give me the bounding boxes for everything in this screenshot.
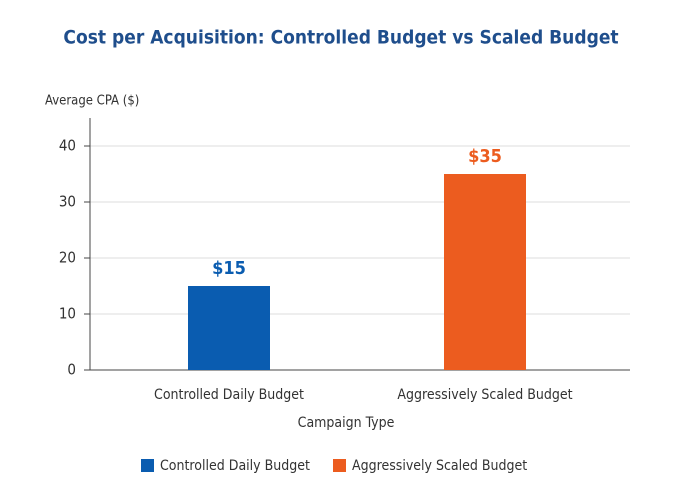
y-tick-label: 10	[59, 305, 76, 323]
x-tick-label: Controlled Daily Budget	[154, 387, 304, 403]
y-axis-title: Average CPA ($)	[45, 94, 139, 109]
y-tick-label: 0	[67, 361, 76, 379]
data-label: $35	[468, 146, 502, 167]
legend-label: Controlled Daily Budget	[160, 458, 310, 474]
legend-swatch	[141, 459, 154, 472]
legend-swatch	[333, 459, 346, 472]
chart-title: Cost per Acquisition: Controlled Budget …	[63, 27, 618, 49]
y-tick-label: 20	[59, 249, 76, 267]
x-axis-title: Campaign Type	[298, 415, 395, 431]
data-label: $15	[212, 258, 246, 279]
bar	[188, 286, 270, 370]
bar	[444, 174, 526, 370]
x-tick-label: Aggressively Scaled Budget	[397, 387, 572, 403]
y-tick-label: 30	[59, 193, 76, 211]
legend-label: Aggressively Scaled Budget	[352, 458, 527, 474]
y-tick-label: 40	[59, 137, 76, 155]
